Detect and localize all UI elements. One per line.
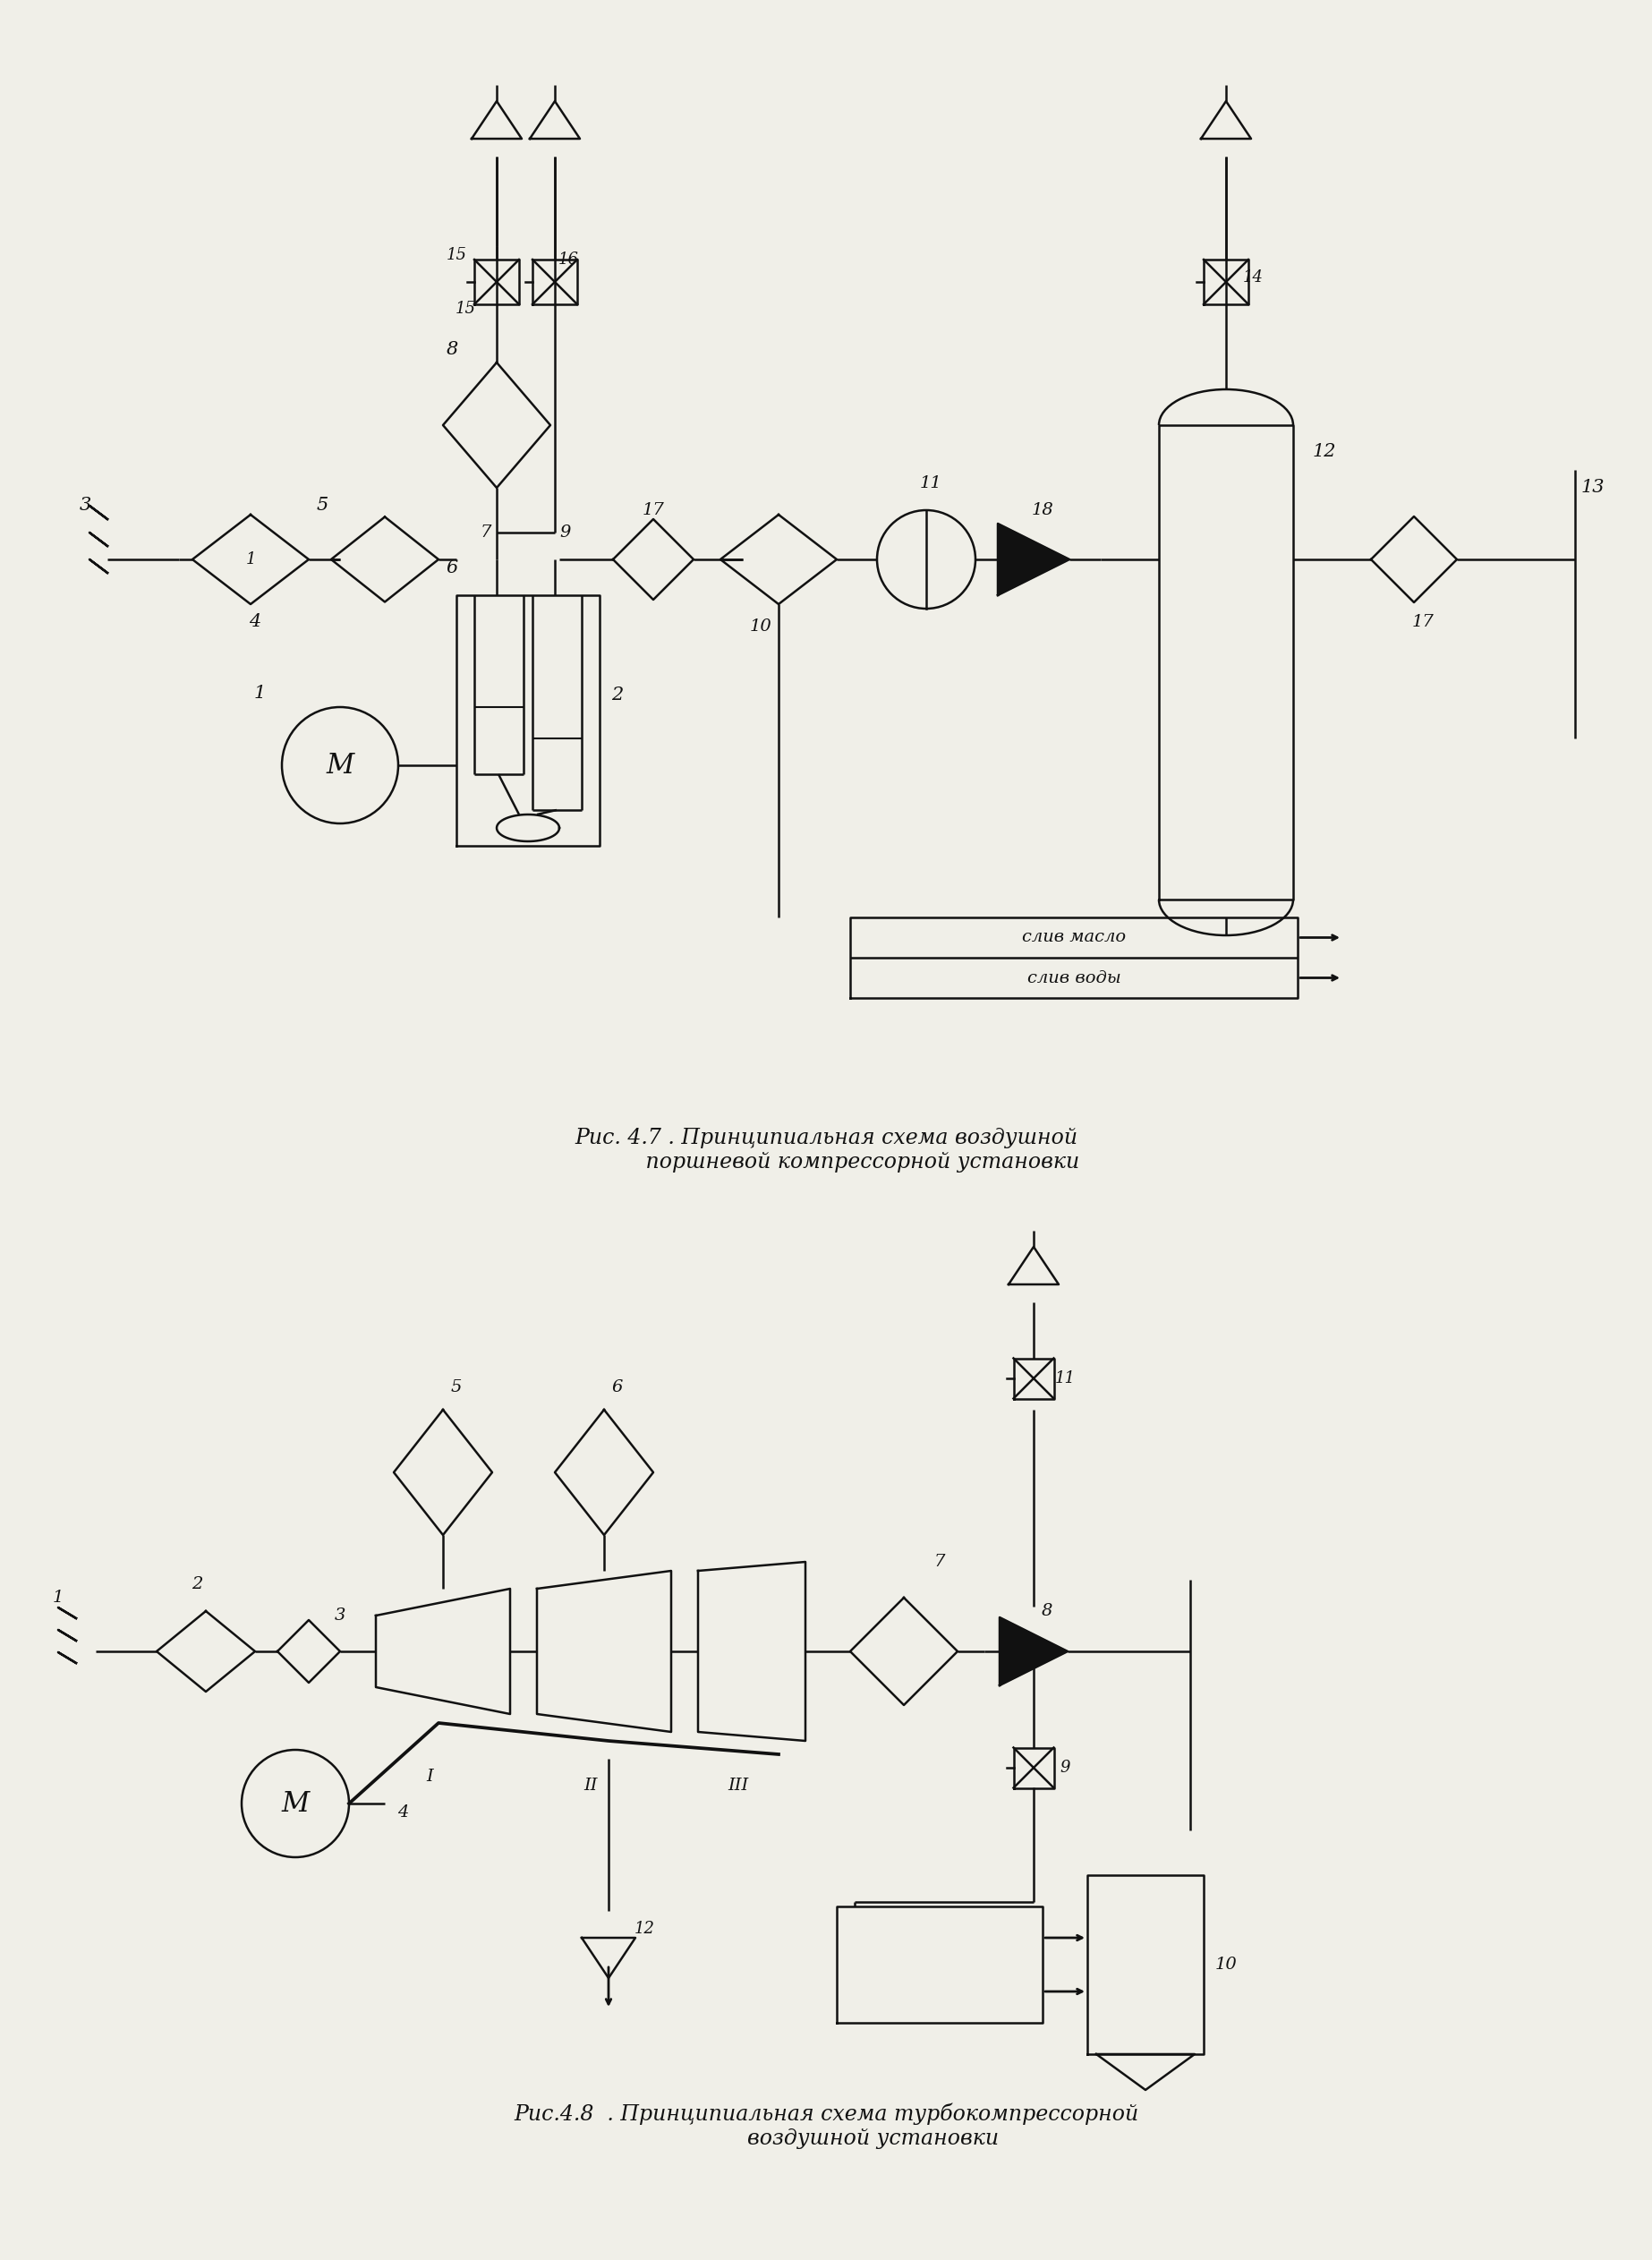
Text: 1: 1	[254, 685, 266, 703]
Text: 15: 15	[446, 246, 468, 262]
Text: М: М	[281, 1790, 309, 1817]
Text: 7: 7	[933, 1555, 945, 1571]
Text: 16: 16	[558, 251, 578, 267]
Text: 5: 5	[451, 1379, 463, 1394]
Text: 8: 8	[446, 341, 458, 357]
Text: 14: 14	[1242, 269, 1264, 285]
Text: 1: 1	[246, 551, 256, 567]
Text: 9: 9	[1061, 1761, 1070, 1776]
Text: слив масло: слив масло	[1023, 929, 1127, 945]
Polygon shape	[998, 524, 1069, 594]
Text: 6: 6	[611, 1379, 623, 1394]
Text: Рис. 4.7 . Принципиальная схема воздушной
           поршневой компрессорной уст: Рис. 4.7 . Принципиальная схема воздушно…	[572, 1128, 1080, 1173]
Text: I: I	[426, 1770, 433, 1785]
Text: 10: 10	[1214, 1957, 1237, 1973]
Text: слив воды: слив воды	[1028, 970, 1120, 985]
Text: 6: 6	[446, 560, 458, 576]
Text: 8: 8	[1041, 1602, 1052, 1618]
Text: 15: 15	[454, 301, 476, 316]
Text: 12: 12	[634, 1921, 654, 1937]
Text: 4: 4	[249, 612, 261, 631]
Text: III: III	[729, 1779, 748, 1794]
Text: Рис.4.8  . Принципиальная схема турбокомпрессорной
              воздушной устан: Рис.4.8 . Принципиальная схема турбокомп…	[514, 2102, 1138, 2149]
Text: 4: 4	[396, 1803, 408, 1822]
Text: II: II	[583, 1779, 598, 1794]
Text: 2: 2	[611, 687, 623, 703]
Text: М: М	[325, 750, 354, 780]
Text: 5: 5	[316, 497, 329, 515]
Text: 2: 2	[192, 1575, 203, 1593]
Text: 10: 10	[750, 619, 771, 635]
Text: 13: 13	[1581, 479, 1604, 497]
Polygon shape	[999, 1618, 1067, 1686]
Text: 18: 18	[1031, 502, 1054, 518]
Text: 7: 7	[481, 524, 492, 540]
Text: 1: 1	[53, 1589, 64, 1605]
Text: 3: 3	[79, 497, 91, 515]
Text: 9: 9	[560, 524, 572, 540]
Text: 3: 3	[334, 1607, 345, 1623]
Text: 17: 17	[643, 502, 664, 518]
Text: 11: 11	[920, 475, 942, 490]
Text: 11: 11	[1054, 1370, 1075, 1385]
Text: 12: 12	[1313, 443, 1336, 461]
Text: 17: 17	[1412, 615, 1434, 631]
